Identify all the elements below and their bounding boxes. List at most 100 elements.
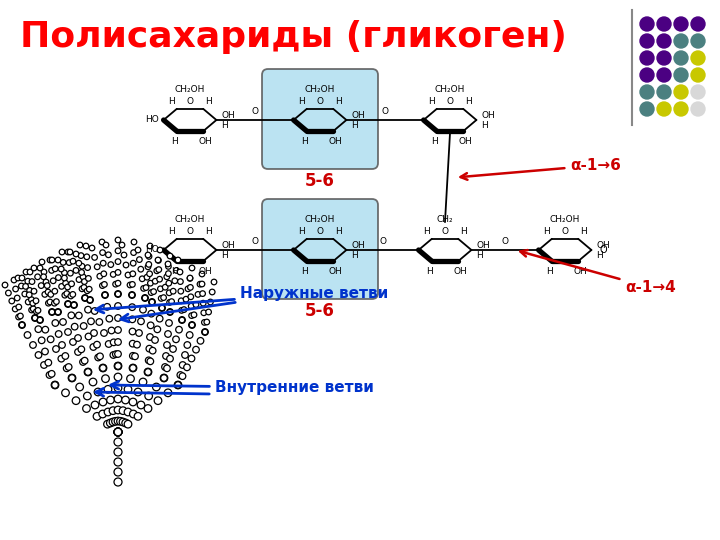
FancyBboxPatch shape [262,69,378,169]
Circle shape [107,396,114,404]
Circle shape [67,249,73,255]
Circle shape [45,300,51,306]
Text: CH₂OH: CH₂OH [435,85,465,94]
Circle shape [84,243,89,249]
Circle shape [173,336,179,343]
Circle shape [71,259,76,264]
Circle shape [73,268,78,273]
Circle shape [106,252,111,258]
Circle shape [110,272,116,277]
Circle shape [59,342,66,348]
Circle shape [130,364,136,372]
Circle shape [99,398,107,406]
Circle shape [174,381,181,389]
Circle shape [49,309,55,315]
Circle shape [114,428,122,436]
Circle shape [129,364,137,372]
Text: O: O [441,227,449,236]
Circle shape [52,320,58,326]
Circle shape [81,323,87,329]
Circle shape [66,249,71,255]
Text: H: H [168,227,175,236]
Text: OH: OH [459,137,472,146]
Circle shape [34,309,39,314]
Circle shape [35,308,41,313]
Circle shape [84,368,92,376]
Circle shape [152,337,158,343]
Circle shape [148,280,153,286]
Circle shape [172,278,178,284]
Circle shape [179,317,185,323]
Circle shape [135,247,141,253]
Circle shape [80,274,86,280]
Circle shape [691,85,705,99]
Circle shape [63,365,70,372]
Circle shape [135,330,143,336]
Circle shape [178,279,183,285]
Circle shape [72,397,80,404]
Circle shape [52,382,58,388]
Circle shape [76,312,82,319]
Circle shape [147,243,153,249]
Circle shape [127,375,135,382]
FancyBboxPatch shape [262,199,378,299]
Text: OH: OH [198,267,212,276]
Circle shape [68,375,76,381]
Circle shape [201,310,207,315]
Circle shape [167,253,173,259]
Circle shape [640,102,654,116]
Circle shape [121,252,127,258]
Circle shape [71,302,77,308]
Circle shape [142,295,148,301]
Circle shape [129,292,135,298]
Circle shape [146,346,153,352]
Circle shape [87,297,93,303]
Circle shape [179,298,184,303]
Text: H: H [222,120,228,130]
Circle shape [167,309,173,315]
Circle shape [115,291,121,297]
Circle shape [27,292,32,298]
Circle shape [71,302,77,308]
Circle shape [140,306,146,313]
Circle shape [187,275,193,281]
Circle shape [70,339,76,345]
Circle shape [115,237,121,243]
Circle shape [81,285,87,290]
Circle shape [102,292,108,298]
Circle shape [73,251,78,257]
Circle shape [45,283,50,288]
Circle shape [691,68,705,82]
Circle shape [177,269,183,275]
Circle shape [202,329,208,335]
Circle shape [114,363,121,369]
Circle shape [25,299,31,305]
Circle shape [199,291,205,296]
Circle shape [114,428,122,436]
Circle shape [144,274,150,280]
Circle shape [129,292,135,298]
Circle shape [161,375,167,381]
Circle shape [158,295,164,301]
Text: O: O [317,97,323,106]
Text: H: H [482,120,488,130]
Circle shape [89,378,96,386]
Circle shape [640,34,654,48]
Circle shape [100,250,105,255]
Text: α-1→6: α-1→6 [461,158,621,180]
Circle shape [64,291,70,296]
Circle shape [19,322,24,328]
Circle shape [131,239,137,245]
Text: HO: HO [145,116,158,125]
Circle shape [130,281,135,287]
Circle shape [87,297,93,303]
Circle shape [95,354,102,361]
Circle shape [154,268,160,274]
Text: O: O [502,237,508,246]
Circle shape [134,413,142,420]
Circle shape [19,322,24,328]
Circle shape [123,262,129,268]
Circle shape [114,291,121,298]
Circle shape [141,286,146,291]
Circle shape [84,392,91,400]
